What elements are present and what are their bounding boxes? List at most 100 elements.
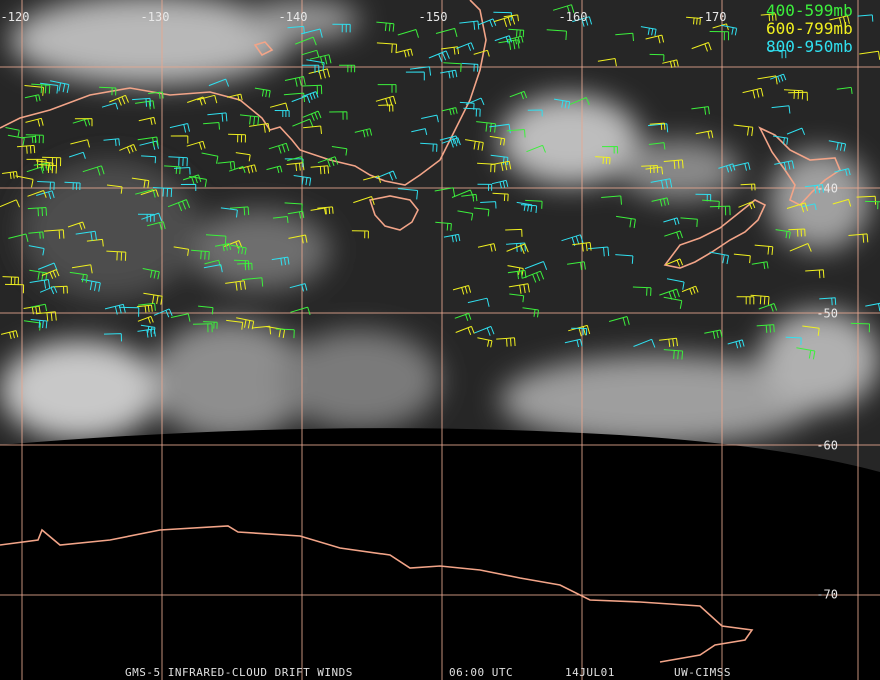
wind-barb [192, 323, 213, 333]
coast-australia [0, 0, 487, 186]
wind-barb [489, 123, 511, 134]
wind-barb [293, 175, 312, 186]
wind-barb [375, 95, 397, 107]
wind-barb [503, 14, 519, 22]
wind-barb [70, 139, 90, 148]
wind-barb [836, 86, 853, 94]
wind-barb [857, 14, 874, 22]
wind-barb [649, 53, 665, 62]
wind-barb [16, 144, 36, 154]
wind-barb [492, 192, 509, 202]
wind-barb [663, 217, 680, 226]
wind-barb [137, 136, 159, 147]
wind-barb [25, 134, 44, 144]
wind-barb [30, 319, 48, 329]
wind-barb [615, 254, 634, 264]
wind-barb [727, 339, 745, 349]
wind-barb [203, 321, 218, 329]
wind-barb [615, 32, 634, 42]
wind-barb [452, 285, 472, 295]
wind-barb [119, 143, 137, 154]
wind-barb [43, 229, 65, 239]
wind-barb [104, 303, 126, 315]
wind-barb [136, 304, 153, 313]
wind-barb [659, 288, 680, 300]
wind-barb [491, 179, 509, 189]
wind-barb [152, 187, 173, 198]
wind-barb [302, 110, 322, 121]
wind-barb [768, 50, 787, 59]
wind-barb [494, 35, 512, 44]
wind-barb [378, 104, 394, 112]
wind-barb [287, 210, 305, 219]
wind-barb [772, 135, 789, 145]
wind-barb [0, 330, 19, 340]
wind-barb [473, 325, 495, 336]
wind-barb [140, 324, 156, 334]
wind-barb [461, 62, 479, 72]
wind-barb [228, 133, 246, 143]
wind-barb [702, 199, 720, 210]
wind-barb [616, 215, 636, 229]
wind-barb [290, 306, 311, 316]
wind-barb [137, 328, 156, 338]
wind-barb [141, 212, 162, 222]
wind-barb [24, 85, 44, 96]
wind-barb [771, 105, 791, 114]
longitude-label: -150 [419, 10, 448, 24]
wind-barb [651, 197, 670, 207]
wind-barb [786, 202, 809, 213]
longitude-label: -130 [141, 10, 170, 24]
wind-barb [507, 269, 527, 280]
wind-barb [443, 62, 462, 72]
wind-barb [103, 138, 120, 146]
wind-barb [203, 264, 223, 273]
wind-barb [15, 175, 34, 188]
longitude-label: -120 [1, 10, 30, 24]
wind-barb [376, 42, 398, 54]
wind-barb [736, 296, 755, 305]
wind-barb [169, 123, 190, 133]
wind-barb [659, 337, 678, 347]
coastlines [0, 0, 841, 663]
wind-barb [864, 200, 880, 210]
wind-barb [467, 297, 490, 307]
legend-entry: 800-950mb [766, 37, 853, 56]
wind-barb [287, 156, 304, 164]
wind-barb [226, 93, 243, 102]
wind-barb [103, 333, 122, 342]
wind-barb [226, 319, 244, 330]
wind-barb [506, 242, 526, 252]
wind-barb [397, 188, 419, 200]
wind-barb [709, 251, 729, 265]
wind-barb [42, 156, 62, 167]
wind-barb [302, 91, 319, 100]
wind-barb [28, 231, 44, 239]
wind-barb [522, 307, 539, 318]
wind-barb [508, 283, 530, 294]
wind-barb [435, 221, 452, 231]
wind-barb [168, 156, 188, 167]
wind-barb [72, 118, 91, 127]
wind-barb [477, 162, 496, 173]
wind-barb [288, 234, 308, 244]
wind-barb [686, 16, 701, 25]
wind-barb [230, 244, 247, 255]
wind-barb [225, 280, 246, 291]
wind-barb [217, 161, 236, 170]
wind-barb [8, 233, 29, 243]
wind-barb [317, 156, 339, 168]
wind-barb [439, 135, 459, 145]
wind-barb [742, 87, 764, 99]
wind-barb [509, 293, 525, 303]
wind-barb [308, 68, 330, 80]
wind-barb [2, 171, 18, 179]
wind-barb [36, 311, 57, 322]
wind-barb [238, 164, 257, 174]
wind-barb [454, 312, 472, 321]
wind-barb [572, 16, 593, 27]
wind-barb [146, 221, 166, 230]
wind-barb [663, 296, 683, 309]
